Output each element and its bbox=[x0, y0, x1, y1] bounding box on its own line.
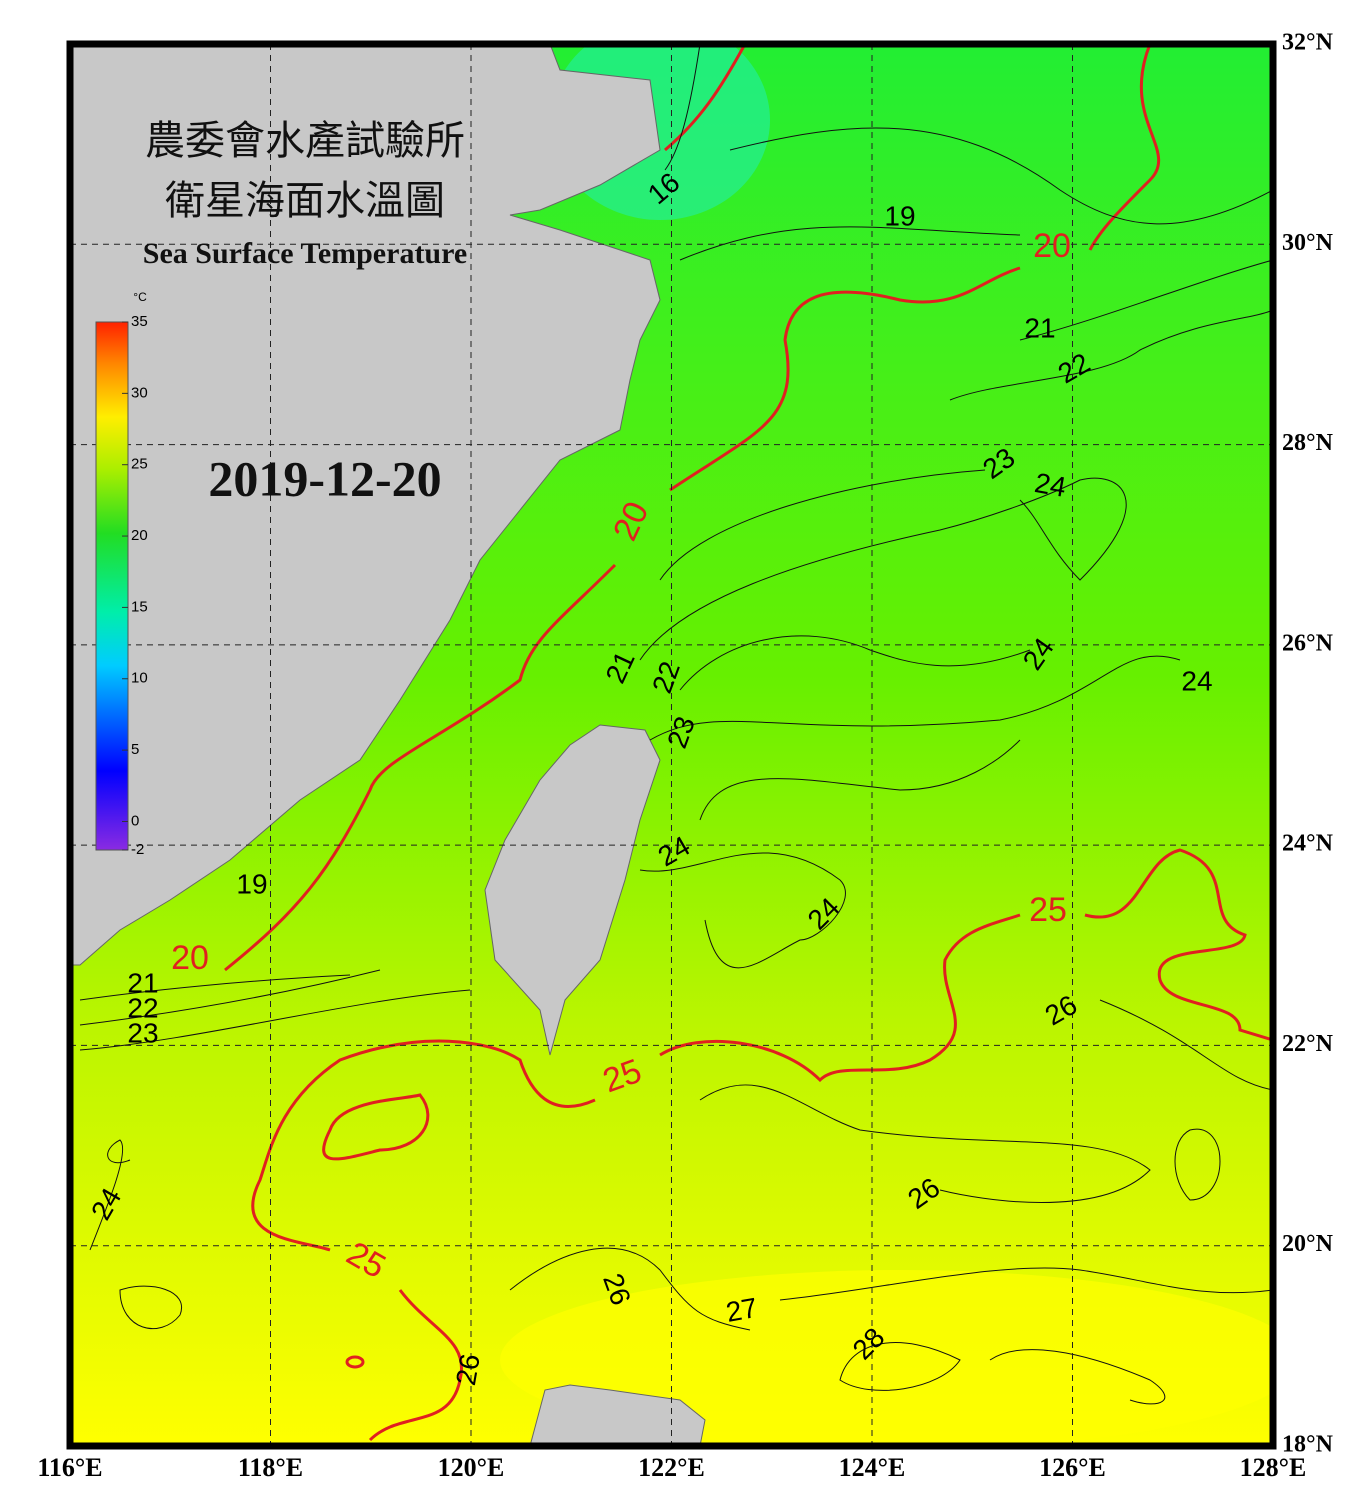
black-contours bbox=[79, 44, 1273, 1405]
lat-label: 22°N bbox=[1282, 1031, 1334, 1057]
taiwan bbox=[484, 724, 661, 1056]
colorbar-tick-label: 15 bbox=[131, 598, 148, 615]
lat-label: 30°N bbox=[1282, 230, 1334, 256]
contour-label: 19 bbox=[884, 200, 915, 231]
lon-label: 124°E bbox=[839, 1453, 906, 1482]
axes: 116°E 118°E 120°E 122°E 124°E 126°E 128°E18°N 2… bbox=[37, 30, 1333, 1482]
lat-label: 24°N bbox=[1282, 831, 1334, 857]
warm-water bbox=[500, 1270, 1273, 1446]
china-coast bbox=[70, 44, 661, 966]
contour-label: 26 bbox=[450, 1352, 486, 1388]
contour-label: 24 bbox=[1032, 467, 1068, 503]
colorbar-tick-label: 25 bbox=[131, 456, 148, 473]
luzon bbox=[529, 1384, 706, 1446]
lon-label: 116°E bbox=[37, 1453, 102, 1482]
contour-label: 22 bbox=[127, 992, 158, 1023]
colorbar-tick-label: 20 bbox=[131, 527, 148, 544]
lon-label: 126°E bbox=[1039, 1453, 1106, 1482]
lat-label: 20°N bbox=[1282, 1231, 1334, 1257]
colorbar-tick-label: -2 bbox=[131, 841, 144, 858]
contour-label: 19 bbox=[236, 868, 267, 899]
contour-label: 21 bbox=[1024, 312, 1055, 343]
colorbar-tick-label: 35 bbox=[131, 313, 148, 330]
lon-label: 120°E bbox=[438, 1453, 505, 1482]
contour-label: 20 bbox=[171, 939, 209, 977]
map-title: 衛星海面水溫圖 bbox=[165, 178, 445, 223]
contour-label: 25 bbox=[1029, 891, 1067, 929]
contour-label: 23 bbox=[127, 1017, 158, 1048]
org-title: 農委會水產試驗所 bbox=[145, 118, 465, 163]
lon-label: 118°E bbox=[238, 1453, 303, 1482]
red-contours bbox=[224, 44, 1273, 1442]
colorbar-tick-label: 10 bbox=[131, 670, 148, 687]
graticule bbox=[70, 44, 1273, 1446]
date: 2019-12-20 bbox=[208, 450, 441, 506]
subtitle: Sea Surface Temperature bbox=[143, 237, 467, 270]
colorbar-tick-label: 30 bbox=[131, 384, 148, 401]
lat-label: 32°N bbox=[1282, 30, 1334, 56]
contour-label: 27 bbox=[724, 1292, 760, 1328]
colorbar-unit: °C bbox=[133, 290, 147, 304]
lat-label: 18°N bbox=[1282, 1432, 1334, 1458]
contour-label: 21 bbox=[127, 967, 158, 998]
frame bbox=[66, 40, 1277, 1450]
colorbar-tick-label: 5 bbox=[131, 741, 139, 758]
lon-label: 128°E bbox=[1240, 1453, 1307, 1482]
lon-label: 122°E bbox=[638, 1453, 705, 1482]
lat-label: 26°N bbox=[1282, 630, 1334, 656]
colorbar-tick-label: 0 bbox=[131, 812, 139, 829]
contour-label: 24 bbox=[1181, 665, 1212, 696]
contour-label: 20 bbox=[1033, 227, 1071, 265]
colorbar bbox=[95, 321, 129, 851]
lat-label: 28°N bbox=[1282, 430, 1334, 456]
